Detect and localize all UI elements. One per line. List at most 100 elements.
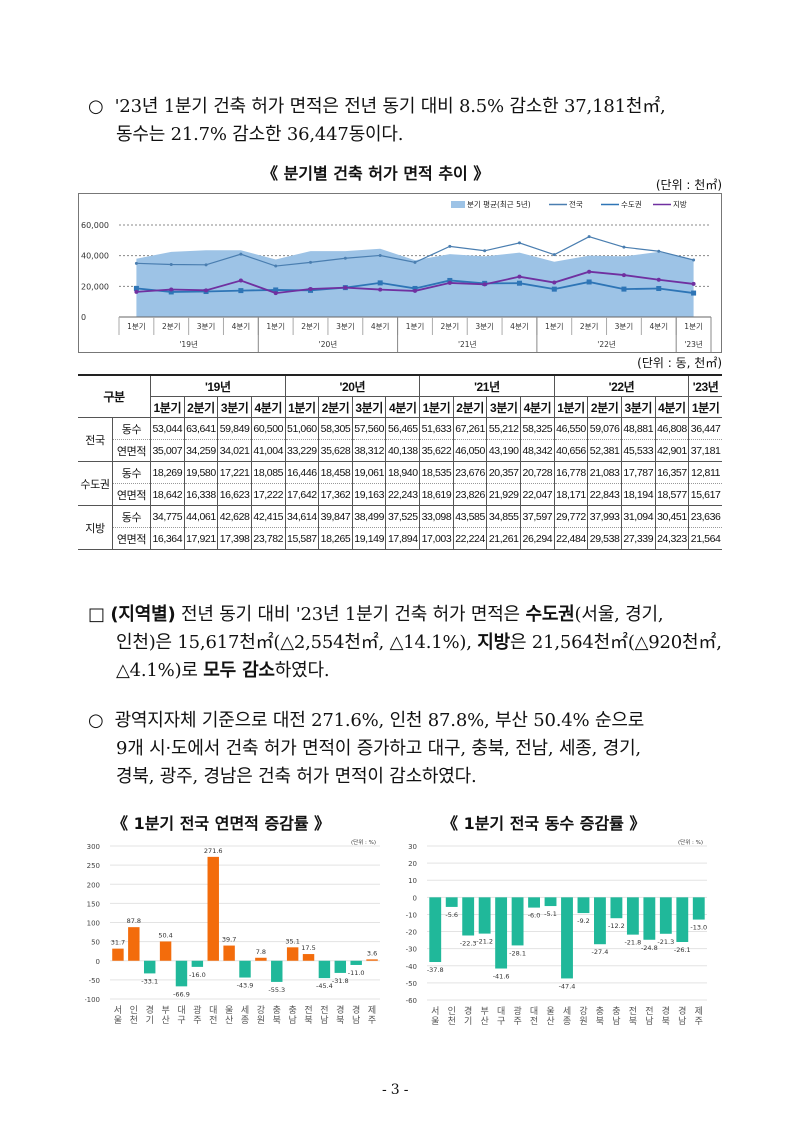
bar bbox=[286, 947, 299, 961]
table-cell: 23,676 bbox=[452, 461, 487, 484]
bullet: □ bbox=[88, 604, 105, 625]
x-tick-label: 2분기 bbox=[441, 322, 460, 331]
table-cell: 18,577 bbox=[654, 483, 689, 506]
data-point bbox=[587, 269, 592, 274]
table-cell: 18,085 bbox=[250, 461, 286, 484]
quarter-header: 1분기 bbox=[419, 396, 454, 418]
data-point bbox=[587, 235, 591, 239]
bar bbox=[191, 960, 204, 967]
bar bbox=[239, 960, 251, 978]
y-tick-label: -60 bbox=[406, 997, 417, 1005]
table-cell: 60,500 bbox=[250, 417, 286, 440]
y-tick-label: -40 bbox=[406, 963, 417, 971]
table-cell: 12,811 bbox=[688, 461, 722, 484]
y-tick-label: 100 bbox=[87, 920, 100, 928]
data-point bbox=[691, 281, 696, 286]
quarter-header: 2분기 bbox=[452, 396, 487, 418]
x-tick-label-top: 제 bbox=[368, 1005, 376, 1016]
row-label: 동수 bbox=[112, 417, 151, 440]
quarter-header: 2분기 bbox=[587, 396, 622, 418]
data-point bbox=[447, 280, 452, 285]
data-point bbox=[447, 277, 453, 283]
bar bbox=[223, 945, 235, 961]
x-tick-label: 1분기 bbox=[406, 322, 425, 331]
x-tick-label: 3분기 bbox=[336, 322, 355, 331]
x-tick-label-top: 대 bbox=[177, 1005, 185, 1016]
table-cell: 20,728 bbox=[520, 461, 555, 484]
quarter-header: 2분기 bbox=[183, 396, 218, 418]
data-label: -47.4 bbox=[559, 982, 576, 990]
bold-text: 모두 감소 bbox=[203, 660, 275, 681]
legend-label: 분기 평균(최근 5년) bbox=[467, 199, 531, 209]
data-point bbox=[238, 278, 243, 283]
table-cell: 45,533 bbox=[620, 439, 656, 462]
data-point bbox=[517, 274, 522, 279]
data-point bbox=[343, 256, 347, 260]
bullet: ○ bbox=[88, 96, 104, 117]
data-label: -12.2 bbox=[608, 922, 625, 930]
table-cell: 48,342 bbox=[520, 439, 555, 462]
permit-table: 구분 '19년 '20년 '21년 '22년 '23년 1분기 2분기 3분기 4분기 1분기 2분기… bbox=[78, 374, 722, 550]
x-tick-label: 4분기 bbox=[510, 322, 529, 331]
table-cell: 29,538 bbox=[587, 527, 622, 550]
bar bbox=[318, 960, 331, 979]
bar bbox=[495, 897, 508, 969]
y-tick-label: -20 bbox=[406, 929, 417, 937]
intro-line-2: 동수는 21.7% 감소한 36,447동이다. bbox=[116, 124, 404, 145]
bar bbox=[207, 856, 219, 961]
text: 광역지자체 기준으로 대전 271.6%, 인천 87.8%, 부산 50.4%… bbox=[114, 710, 645, 731]
table-cell: 18,619 bbox=[419, 483, 454, 506]
quarter-header: 4분기 bbox=[520, 396, 555, 418]
table-cell: 33,229 bbox=[284, 439, 319, 462]
x-tick-label-bottom: 구 bbox=[177, 1015, 185, 1026]
x-tick-label: 4분기 bbox=[232, 322, 251, 331]
data-point bbox=[239, 252, 243, 256]
data-point bbox=[692, 258, 696, 262]
table-cell: 43,585 bbox=[452, 505, 487, 528]
data-label: 7.8 bbox=[256, 948, 266, 956]
page-number: - 3 - bbox=[382, 1082, 409, 1098]
legend-label: 지방 bbox=[673, 199, 687, 209]
data-label: -27.4 bbox=[592, 948, 609, 956]
bar bbox=[128, 927, 140, 961]
bar bbox=[366, 959, 378, 961]
table-cell: 42,901 bbox=[654, 439, 689, 462]
bar bbox=[429, 897, 442, 963]
bar bbox=[676, 897, 689, 942]
trend-chart-title: 《 분기별 건축 허가 면적 추이 》 bbox=[262, 164, 490, 183]
data-point bbox=[238, 288, 244, 294]
table-cell: 21,564 bbox=[688, 527, 722, 550]
data-label: -24.8 bbox=[641, 944, 658, 952]
x-tick-label: 3분기 bbox=[197, 322, 216, 331]
table-cell: 29,772 bbox=[553, 505, 588, 528]
data-point bbox=[273, 291, 278, 296]
x-tick-label-top: 경 bbox=[146, 1004, 154, 1016]
x-tick-label-bottom: 종 bbox=[563, 1016, 571, 1027]
x-tick-label-top: 경 bbox=[678, 1005, 686, 1017]
x-tick-label-top: 강 bbox=[257, 1005, 265, 1016]
table-cell: 35,628 bbox=[318, 439, 353, 462]
data-label: -66.9 bbox=[173, 990, 190, 998]
data-point bbox=[343, 285, 348, 290]
table-cell: 53,044 bbox=[150, 417, 185, 440]
x-tick-label-bottom: 종 bbox=[241, 1015, 249, 1026]
x-tick-label-top: 세 bbox=[241, 1005, 249, 1016]
bar bbox=[610, 897, 623, 919]
table-cell: 34,259 bbox=[183, 439, 218, 462]
quarter-header: 4분기 bbox=[385, 396, 420, 418]
y-tick-label: 50 bbox=[91, 939, 100, 947]
table-cell: 18,535 bbox=[419, 461, 454, 484]
x-tick-label-bottom: 기 bbox=[146, 1015, 154, 1026]
table-cell: 20,357 bbox=[486, 461, 521, 484]
table-cell: 35,622 bbox=[419, 439, 454, 462]
quarter-header: 1분기 bbox=[284, 396, 319, 418]
table-cell: 48,881 bbox=[620, 417, 656, 440]
x-tick-label-top: 서 bbox=[431, 1006, 439, 1017]
x-tick-label-top: 전 bbox=[304, 1005, 312, 1016]
data-point bbox=[413, 260, 417, 264]
table-cell: 18,642 bbox=[150, 483, 185, 506]
table-cell: 43,190 bbox=[486, 439, 521, 462]
x-tick-label: 4분기 bbox=[371, 322, 390, 331]
table-cell: 18,458 bbox=[318, 461, 353, 484]
y-tick-label: 30 bbox=[408, 843, 417, 851]
